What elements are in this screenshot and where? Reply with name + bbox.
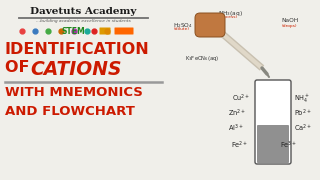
Text: Davetuts Academy: Davetuts Academy	[30, 7, 136, 16]
Text: K$_3$FeCN$_6$(aq): K$_3$FeCN$_6$(aq)	[185, 54, 220, 63]
Text: H$_2$SO$_4$: H$_2$SO$_4$	[173, 21, 193, 30]
Text: (dilute): (dilute)	[174, 27, 190, 31]
Text: Ca$^{2+}$: Ca$^{2+}$	[294, 123, 312, 134]
FancyBboxPatch shape	[100, 28, 110, 35]
Text: Zn$^{2+}$: Zn$^{2+}$	[228, 108, 246, 119]
FancyBboxPatch shape	[255, 80, 291, 164]
FancyBboxPatch shape	[257, 125, 289, 163]
Text: (excess): (excess)	[220, 15, 238, 19]
Text: NH$_3$(aq): NH$_3$(aq)	[218, 9, 243, 18]
Text: CATIONS: CATIONS	[30, 60, 122, 79]
Text: WITH MNEMONICS: WITH MNEMONICS	[5, 86, 143, 99]
Text: IDENTIFICATION: IDENTIFICATION	[5, 42, 150, 57]
Text: Fe$^{2+}$: Fe$^{2+}$	[231, 140, 248, 151]
Text: STEM: STEM	[62, 27, 86, 36]
Text: (drops): (drops)	[282, 24, 298, 28]
Text: NaOH: NaOH	[281, 18, 298, 23]
FancyBboxPatch shape	[115, 28, 133, 35]
FancyBboxPatch shape	[195, 13, 225, 37]
Text: NH$_4^+$: NH$_4^+$	[294, 93, 310, 105]
Text: Fe$^{3+}$: Fe$^{3+}$	[280, 140, 297, 151]
Text: AND FLOWCHART: AND FLOWCHART	[5, 105, 135, 118]
Text: ...building academic excellence in students: ...building academic excellence in stude…	[36, 19, 130, 23]
Text: Cu$^{2+}$: Cu$^{2+}$	[232, 93, 250, 104]
Text: OF: OF	[5, 60, 35, 75]
Text: Al$^{3+}$: Al$^{3+}$	[228, 123, 244, 134]
Text: Pb$^{2+}$: Pb$^{2+}$	[294, 108, 312, 119]
